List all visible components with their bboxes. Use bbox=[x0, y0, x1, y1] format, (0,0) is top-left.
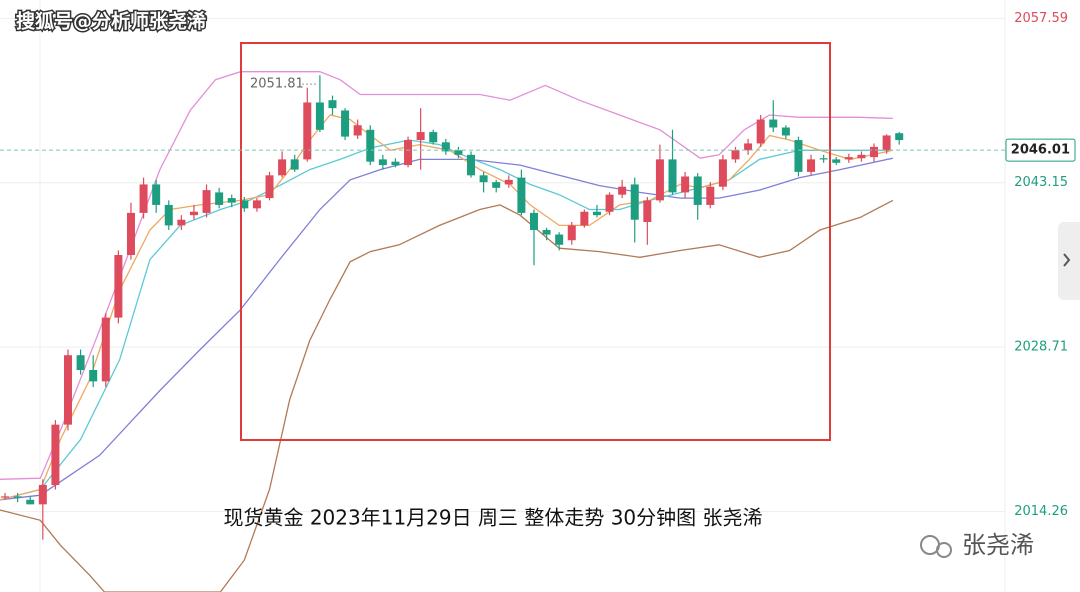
watermark: 搜狐号@分析师张尧浠 bbox=[16, 10, 206, 33]
candle-body bbox=[542, 229, 551, 235]
candle-body bbox=[38, 484, 47, 505]
candle-body bbox=[101, 317, 110, 382]
side-tab[interactable] bbox=[1058, 222, 1080, 300]
candle-body bbox=[89, 370, 98, 382]
y-tick-label: 2028.71 bbox=[1014, 340, 1068, 355]
candle-body bbox=[51, 424, 60, 485]
candle-body bbox=[404, 140, 413, 166]
overlay-line bbox=[0, 199, 894, 592]
candle-body bbox=[744, 143, 753, 151]
candle-body bbox=[605, 194, 614, 212]
candle-body bbox=[592, 211, 601, 216]
candle-body bbox=[882, 135, 891, 151]
candle-body bbox=[479, 175, 488, 183]
side-tab-arrow[interactable] bbox=[1063, 253, 1071, 267]
candle-body bbox=[164, 204, 173, 226]
y-tick-label: 2057.59 bbox=[1014, 11, 1068, 26]
candle-body bbox=[278, 159, 287, 176]
candle-body bbox=[441, 142, 450, 152]
candle-body bbox=[668, 159, 677, 193]
highlight-box bbox=[240, 42, 831, 441]
candle-body bbox=[303, 102, 312, 160]
candle-body bbox=[517, 177, 526, 213]
candle-body bbox=[832, 159, 841, 163]
candle-body bbox=[76, 355, 85, 370]
candle-body bbox=[378, 159, 387, 166]
candle-body bbox=[152, 184, 161, 205]
candle-body bbox=[114, 255, 123, 318]
candle-body bbox=[126, 212, 135, 256]
candle-body bbox=[807, 159, 816, 172]
candle-body bbox=[227, 198, 236, 203]
max-marker-label: 2051.81 bbox=[250, 77, 304, 92]
candle-body bbox=[139, 184, 148, 213]
candle-body bbox=[567, 225, 576, 241]
candle-body bbox=[315, 102, 324, 130]
candle-body bbox=[781, 127, 790, 136]
candle-body bbox=[895, 133, 904, 141]
candle-body bbox=[391, 161, 400, 166]
candle-body bbox=[529, 212, 538, 230]
last-price-label: 2046.01 bbox=[1011, 143, 1070, 158]
candle-body bbox=[341, 110, 350, 137]
candle-body bbox=[693, 176, 702, 205]
y-tick-label: 2043.15 bbox=[1014, 175, 1068, 190]
candle-body bbox=[844, 157, 853, 160]
candle-body bbox=[580, 211, 589, 226]
candle-body bbox=[857, 154, 866, 159]
candle-body bbox=[366, 129, 375, 162]
candle-body bbox=[706, 186, 715, 205]
candle-body bbox=[870, 146, 879, 158]
candle-body bbox=[454, 150, 463, 155]
logo-text: 张尧浠 bbox=[962, 531, 1034, 559]
candle-body bbox=[429, 132, 438, 143]
candle-body bbox=[681, 176, 690, 193]
candle-body bbox=[64, 355, 73, 425]
candle-body bbox=[416, 132, 425, 141]
candle-body bbox=[630, 184, 639, 220]
logo-icon bbox=[936, 542, 952, 558]
candle-body bbox=[290, 159, 299, 170]
last-price-box bbox=[1005, 138, 1076, 162]
candle-layer bbox=[1, 75, 904, 540]
candle-body bbox=[655, 159, 664, 201]
candle-body bbox=[467, 154, 476, 176]
candle-body bbox=[26, 499, 35, 505]
candle-body bbox=[769, 119, 778, 128]
candle-body bbox=[13, 496, 22, 498]
candle-body bbox=[252, 200, 261, 209]
chart-title: 现货黄金 2023年11月29日 周三 整体走势 30分钟图 张尧浠 bbox=[223, 506, 762, 530]
candle-body bbox=[643, 200, 652, 222]
overlay-line bbox=[0, 114, 894, 501]
candle-body bbox=[731, 150, 740, 160]
candle-body bbox=[353, 125, 362, 136]
candle-body bbox=[492, 182, 501, 188]
candle-body bbox=[189, 211, 198, 216]
candle-body bbox=[718, 159, 727, 187]
candle-body bbox=[177, 219, 186, 226]
candle-body bbox=[819, 158, 828, 160]
grid-layer bbox=[0, 17, 1005, 513]
overlay-line bbox=[0, 157, 894, 501]
candle-body bbox=[265, 175, 274, 199]
candle-body bbox=[555, 234, 564, 245]
logo: 张尧浠 bbox=[920, 531, 1034, 559]
candle-body bbox=[504, 179, 513, 185]
candle-body bbox=[794, 140, 803, 172]
candle-body bbox=[756, 119, 765, 144]
axis-layer: 2057.59 2043.15 2028.71 2014.26 2051.81 2046.… bbox=[0, 11, 1076, 519]
candle-body bbox=[618, 186, 627, 195]
candle-body bbox=[328, 100, 337, 109]
y-tick-label: 2014.26 bbox=[1014, 504, 1068, 519]
candle-body bbox=[202, 190, 211, 213]
candle-body bbox=[240, 200, 249, 209]
candle-body bbox=[1, 496, 10, 498]
candle-body bbox=[215, 192, 224, 205]
